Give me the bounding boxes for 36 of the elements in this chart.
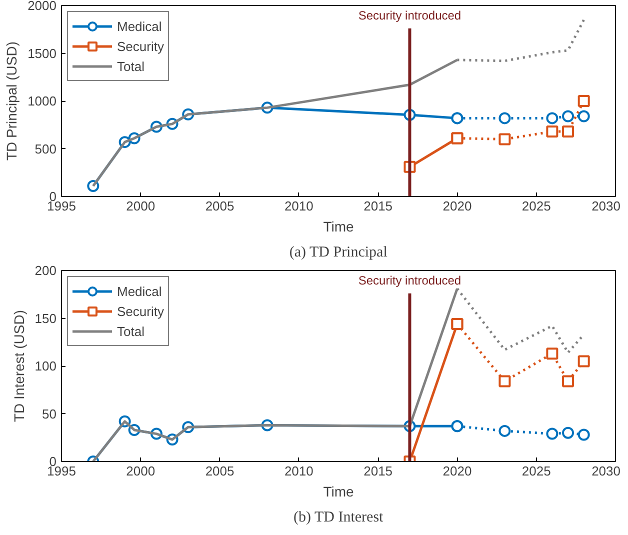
y-tick-label: 1500 (28, 46, 56, 61)
x-tick-label: 2025 (522, 198, 551, 214)
x-tick-label: 2020 (442, 198, 472, 214)
legend-label: Medical (117, 18, 162, 34)
x-tick-label: 2000 (126, 464, 156, 478)
y-tick-label: 100 (34, 358, 57, 374)
text: (a) TD Principal (289, 244, 388, 260)
x-tick-label: 2015 (364, 198, 393, 214)
x-tick-label: 2005 (205, 198, 234, 214)
x-axis-title: Time (323, 484, 354, 500)
x-tick-label: 2030 (592, 464, 620, 478)
x-tick-label: 2010 (284, 464, 314, 478)
x-axis-title: Time (323, 218, 354, 234)
legend-label: Security (117, 38, 164, 54)
x-tick-label: 2030 (592, 198, 620, 214)
x-tick-label: 2000 (126, 198, 156, 214)
y-tick-label: 50 (42, 406, 57, 422)
y-tick-label: 150 (34, 310, 57, 326)
y-tick-label: 200 (34, 263, 57, 278)
y-tick-label: 500 (34, 141, 57, 156)
x-tick-label: 2020 (442, 464, 472, 478)
ref-line-label: Security introduced (358, 8, 462, 22)
text: (b) TD Interest (294, 510, 384, 526)
x-tick-label: 2005 (205, 464, 234, 478)
legend-label: Total (117, 324, 144, 338)
x-tick-label: 2010 (284, 198, 314, 214)
ref-line-label: Security introduced (358, 274, 462, 288)
y-axis-title: TD Principal (USD) (4, 41, 20, 161)
x-tick-label: 2025 (522, 464, 551, 478)
y-tick-label: 1000 (28, 94, 56, 108)
x-tick-label: 2015 (364, 464, 393, 478)
y-tick-label: 2000 (28, 0, 56, 13)
legend-label: Security (117, 304, 164, 318)
y-axis-title: TD Interest (USD) (10, 310, 27, 422)
legend-label: Total (117, 58, 144, 74)
legend-label: Medical (117, 284, 162, 298)
